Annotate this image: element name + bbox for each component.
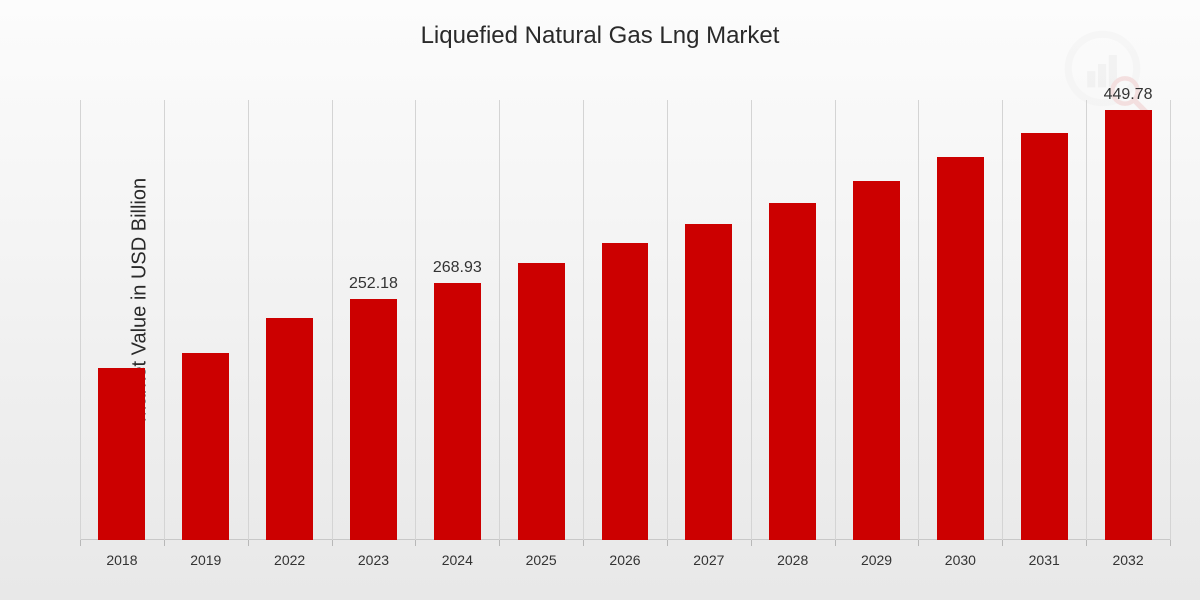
x-tick bbox=[667, 540, 668, 546]
bar-item: 252.18 bbox=[350, 100, 397, 540]
grid-line bbox=[80, 100, 81, 540]
bar-item bbox=[1021, 100, 1068, 540]
grid-line bbox=[248, 100, 249, 540]
x-tick bbox=[918, 540, 919, 546]
bar bbox=[98, 368, 145, 540]
chart-title: Liquefied Natural Gas Lng Market bbox=[0, 22, 1200, 50]
bar bbox=[602, 243, 649, 540]
bar bbox=[434, 283, 481, 540]
bars-container: 252.18268.93449.78 bbox=[80, 100, 1170, 540]
x-tick bbox=[248, 540, 249, 546]
bar-item bbox=[518, 100, 565, 540]
bar-item bbox=[937, 100, 984, 540]
bar bbox=[853, 181, 900, 540]
bar-item bbox=[769, 100, 816, 540]
x-axis-category: 2023 bbox=[358, 552, 389, 568]
bar bbox=[685, 224, 732, 540]
grid-line bbox=[835, 100, 836, 540]
x-tick bbox=[751, 540, 752, 546]
bar-item bbox=[98, 100, 145, 540]
x-tick bbox=[332, 540, 333, 546]
bar-item bbox=[602, 100, 649, 540]
bar bbox=[518, 263, 565, 540]
bar bbox=[350, 299, 397, 540]
bar-value-label: 449.78 bbox=[1081, 86, 1175, 104]
x-tick bbox=[415, 540, 416, 546]
x-axis-category: 2031 bbox=[1029, 552, 1060, 568]
x-axis-category: 2027 bbox=[693, 552, 724, 568]
bar-value-label: 252.18 bbox=[327, 275, 421, 293]
bar-item: 268.93 bbox=[434, 100, 481, 540]
x-tick bbox=[80, 540, 81, 546]
bar-item bbox=[182, 100, 229, 540]
bar bbox=[769, 203, 816, 540]
x-tick bbox=[1170, 540, 1171, 546]
grid-line bbox=[164, 100, 165, 540]
grid-line bbox=[583, 100, 584, 540]
grid-line bbox=[1002, 100, 1003, 540]
x-tick bbox=[499, 540, 500, 546]
x-axis-category: 2028 bbox=[777, 552, 808, 568]
grid-line bbox=[667, 100, 668, 540]
x-axis-category: 2029 bbox=[861, 552, 892, 568]
grid-line bbox=[499, 100, 500, 540]
plot-area: 252.18268.93449.78 201820192022202320242… bbox=[80, 100, 1170, 540]
grid-line bbox=[1086, 100, 1087, 540]
grid-line bbox=[415, 100, 416, 540]
x-tick bbox=[164, 540, 165, 546]
x-axis-category: 2019 bbox=[190, 552, 221, 568]
bar bbox=[937, 157, 984, 540]
x-axis-category: 2018 bbox=[106, 552, 137, 568]
bar-value-label: 268.93 bbox=[410, 259, 504, 277]
x-axis-category: 2030 bbox=[945, 552, 976, 568]
x-axis-category: 2032 bbox=[1112, 552, 1143, 568]
x-tick bbox=[1086, 540, 1087, 546]
grid-line bbox=[751, 100, 752, 540]
bar-item bbox=[853, 100, 900, 540]
grid-line bbox=[1170, 100, 1171, 540]
bar bbox=[1021, 133, 1068, 540]
bar bbox=[182, 353, 229, 540]
x-tick bbox=[1002, 540, 1003, 546]
bar bbox=[266, 318, 313, 540]
x-tick bbox=[835, 540, 836, 546]
x-axis-category: 2024 bbox=[442, 552, 473, 568]
bar-item bbox=[685, 100, 732, 540]
bar-item bbox=[266, 100, 313, 540]
grid-line bbox=[332, 100, 333, 540]
bar bbox=[1105, 110, 1152, 540]
x-tick bbox=[583, 540, 584, 546]
x-axis-category: 2026 bbox=[609, 552, 640, 568]
bar-item: 449.78 bbox=[1105, 100, 1152, 540]
x-axis-category: 2022 bbox=[274, 552, 305, 568]
x-axis-category: 2025 bbox=[526, 552, 557, 568]
grid-line bbox=[918, 100, 919, 540]
